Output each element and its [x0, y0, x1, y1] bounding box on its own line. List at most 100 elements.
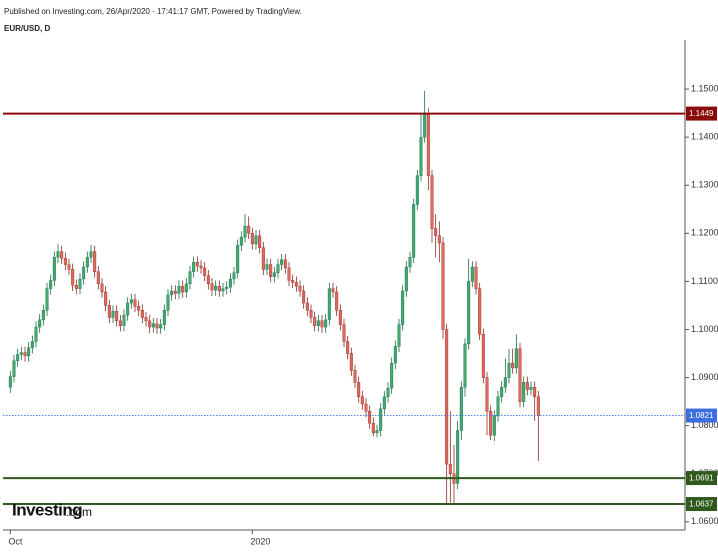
candle-body: [60, 251, 64, 259]
candle-body: [19, 352, 23, 355]
candle-body: [320, 320, 324, 328]
y-tick-label: 1.0800: [691, 420, 718, 430]
candle-body: [137, 306, 141, 311]
candle-body: [261, 247, 265, 270]
candle-body: [239, 236, 243, 246]
candle-body: [217, 286, 221, 292]
price-label: 1.0637: [689, 500, 714, 509]
candle-body: [489, 411, 493, 436]
candle-body: [148, 320, 152, 328]
candle-body: [280, 259, 284, 265]
y-tick-label: 1.1100: [691, 276, 718, 286]
candle-body: [467, 281, 471, 345]
candle-body: [331, 288, 335, 293]
price-label-box: [686, 471, 717, 486]
candle-body: [382, 396, 386, 410]
candle-body: [232, 272, 236, 280]
logo-suffix: .com: [66, 505, 92, 519]
candle-body: [195, 261, 199, 267]
candle-body: [346, 341, 350, 354]
candle-body: [390, 362, 394, 389]
candle-body: [357, 382, 361, 398]
candle-body: [437, 235, 441, 244]
candle-body: [100, 283, 104, 293]
y-tick-label: 1.1200: [691, 228, 718, 238]
y-tick-label: 1.0600: [691, 516, 718, 526]
candle-body: [82, 266, 86, 280]
candle-body: [408, 257, 412, 268]
candle-body: [485, 377, 489, 412]
candle-body: [74, 285, 78, 289]
candle-body: [151, 323, 155, 328]
candle-body: [316, 320, 320, 326]
candle-body: [236, 245, 240, 273]
candle-body: [481, 334, 485, 378]
candle-body: [16, 354, 20, 361]
candle-body: [371, 423, 375, 434]
candle-body: [63, 258, 67, 265]
candle-body: [342, 324, 346, 342]
candle-body: [503, 377, 507, 388]
candle-body: [104, 291, 108, 306]
candle-body: [56, 251, 60, 258]
candle-body: [412, 204, 416, 258]
candle-body: [192, 261, 196, 272]
y-tick-label: 1.0900: [691, 372, 718, 382]
candle-body: [78, 278, 82, 289]
candle-body: [423, 113, 427, 138]
candle-body: [243, 225, 247, 238]
candle-body: [415, 175, 419, 205]
candle-body: [441, 242, 445, 330]
candle-body: [199, 265, 203, 269]
candle-body: [276, 264, 280, 273]
candle-body: [500, 386, 504, 398]
price-label: 1.1449: [689, 109, 714, 118]
candle-body: [291, 280, 295, 283]
x-tick-label: 2020: [250, 536, 270, 546]
price-label-box: [686, 497, 717, 512]
candle-body: [67, 264, 71, 270]
candle-body: [111, 311, 115, 318]
candle-body: [52, 257, 56, 281]
candle-body: [445, 329, 449, 465]
candle-body: [210, 283, 214, 291]
candle-body: [129, 299, 133, 304]
candle-body: [448, 463, 452, 474]
x-tick-label: Oct: [8, 536, 23, 546]
candle-body: [170, 290, 174, 296]
candle-body: [507, 362, 511, 378]
candle-body: [206, 275, 210, 284]
candle-body: [177, 286, 181, 294]
candle-body: [298, 286, 302, 292]
candle-body: [459, 386, 463, 431]
candle-body: [23, 352, 27, 357]
candle-body: [404, 266, 408, 292]
candle-body: [265, 264, 269, 270]
candle-body: [247, 225, 251, 234]
candle-body: [228, 278, 232, 288]
candle-body: [122, 314, 126, 326]
candle-body: [173, 290, 177, 294]
candle-body: [349, 353, 353, 371]
candle-body: [294, 282, 298, 287]
candle-body: [133, 299, 137, 307]
price-label-box: [686, 106, 717, 121]
candle-body: [155, 323, 159, 329]
candle-body: [45, 288, 49, 311]
price-label: 1.0691: [689, 474, 714, 483]
candle-body: [514, 348, 518, 369]
candle-body: [536, 396, 540, 416]
symbol-title: EUR/USD, D: [4, 24, 50, 33]
candle-body: [518, 348, 522, 402]
logo: Investing .com: [12, 500, 92, 519]
candle-body: [287, 267, 291, 281]
candle-body: [305, 302, 309, 311]
candle-body: [368, 411, 372, 424]
candle-body: [360, 396, 364, 405]
candle-body: [397, 324, 401, 347]
candle-body: [327, 288, 331, 321]
price-label: 1.0821: [689, 411, 714, 420]
candle-body: [426, 113, 430, 176]
candle-body: [107, 305, 111, 318]
